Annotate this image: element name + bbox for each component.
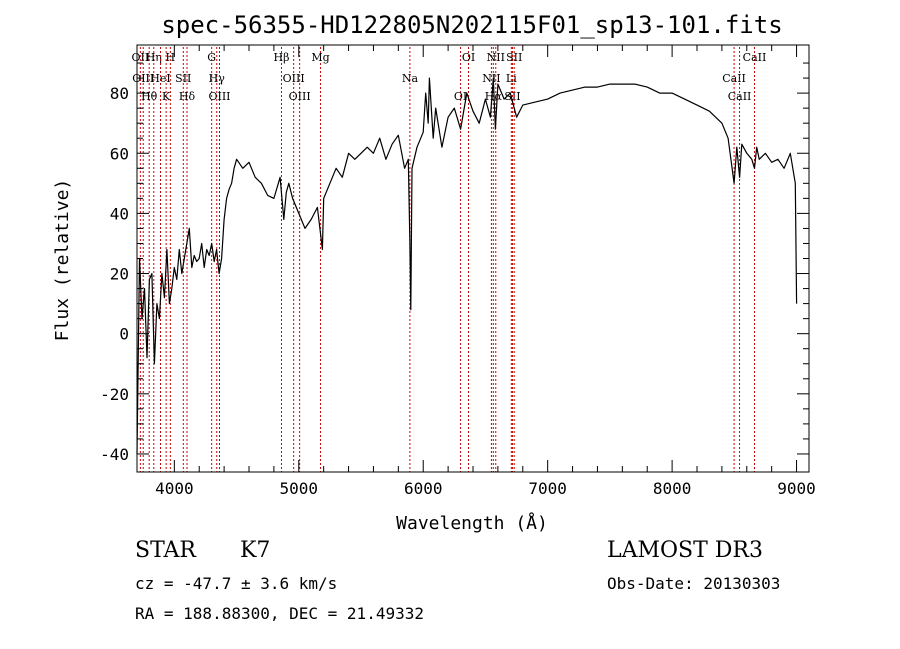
emission-line-markers: OIIOIIIHθHηHeIKHSIIHδGHγOIIIHβOIIIOIIIMg… <box>132 47 767 472</box>
line-label-15: Mg <box>311 51 329 64</box>
chart-title: spec-56355-HD122805N202115F01_sp13-101.f… <box>161 11 782 39</box>
x-tick-label-1: 5000 <box>280 479 319 498</box>
line-label-8: Hδ <box>179 90 196 103</box>
spectrum-series <box>136 77 798 455</box>
x-tick-label-3: 7000 <box>528 479 567 498</box>
line-label-10: Hγ <box>209 72 226 85</box>
line-label-24: SII <box>506 51 522 64</box>
line-label-11: OIII <box>208 90 230 103</box>
object-subclass: K7 <box>240 538 271 563</box>
line-label-16: Na <box>402 72 419 85</box>
line-label-19: NII <box>482 72 500 85</box>
observation-date: Obs-Date: 20130303 <box>607 574 781 593</box>
x-tick-label-0: 4000 <box>155 479 194 498</box>
y-tick-label-1: -20 <box>100 385 129 404</box>
y-tick-label-2: 0 <box>119 325 129 344</box>
line-label-21: NII <box>487 51 505 64</box>
line-label-27: CaII <box>743 51 767 64</box>
spectrum-line <box>136 77 798 455</box>
x-tick-label-4: 8000 <box>653 479 692 498</box>
object-class: STAR <box>135 538 196 563</box>
line-label-0: OII <box>132 51 150 64</box>
line-label-26: CaII <box>728 90 752 103</box>
line-label-9: G <box>207 51 216 64</box>
y-tick-label-0: -40 <box>100 445 129 464</box>
line-label-14: OIII <box>289 90 311 103</box>
x-axis-label: Wavelength (Å) <box>396 512 548 534</box>
line-label-7: SII <box>175 72 191 85</box>
line-label-4: HeI <box>150 72 170 85</box>
y-tick-label-6: 80 <box>110 84 129 103</box>
x-tick-label-2: 6000 <box>404 479 443 498</box>
line-label-2: Hθ <box>141 90 158 103</box>
line-label-25: CaII <box>722 72 746 85</box>
line-label-23: SII <box>504 90 520 103</box>
y-tick-label-4: 40 <box>110 204 129 223</box>
line-label-12: Hβ <box>274 51 290 64</box>
redshift-velocity: cz = -47.7 ± 3.6 km/s <box>135 574 338 593</box>
y-tick-label-3: 20 <box>110 265 129 284</box>
plot-frame <box>136 44 810 473</box>
line-label-17: OI <box>454 90 467 103</box>
y-tick-label-5: 60 <box>110 144 129 163</box>
survey-name: LAMOST DR3 <box>607 538 763 563</box>
axes: 4000 5000 6000 7000 8000 9000 -40 -20 0 20 40 60 80 <box>100 45 816 498</box>
line-label-18: OI <box>462 51 475 64</box>
coordinates: RA = 188.88300, DEC = 21.49332 <box>135 604 424 623</box>
line-label-5: K <box>162 90 171 103</box>
line-label-22: Li <box>506 72 517 85</box>
line-label-3: Hη <box>146 51 162 64</box>
line-label-13: OIII <box>283 72 305 85</box>
x-tick-label-5: 9000 <box>777 479 816 498</box>
line-label-6: H <box>166 51 176 64</box>
y-axis-label: Flux (relative) <box>52 179 73 342</box>
